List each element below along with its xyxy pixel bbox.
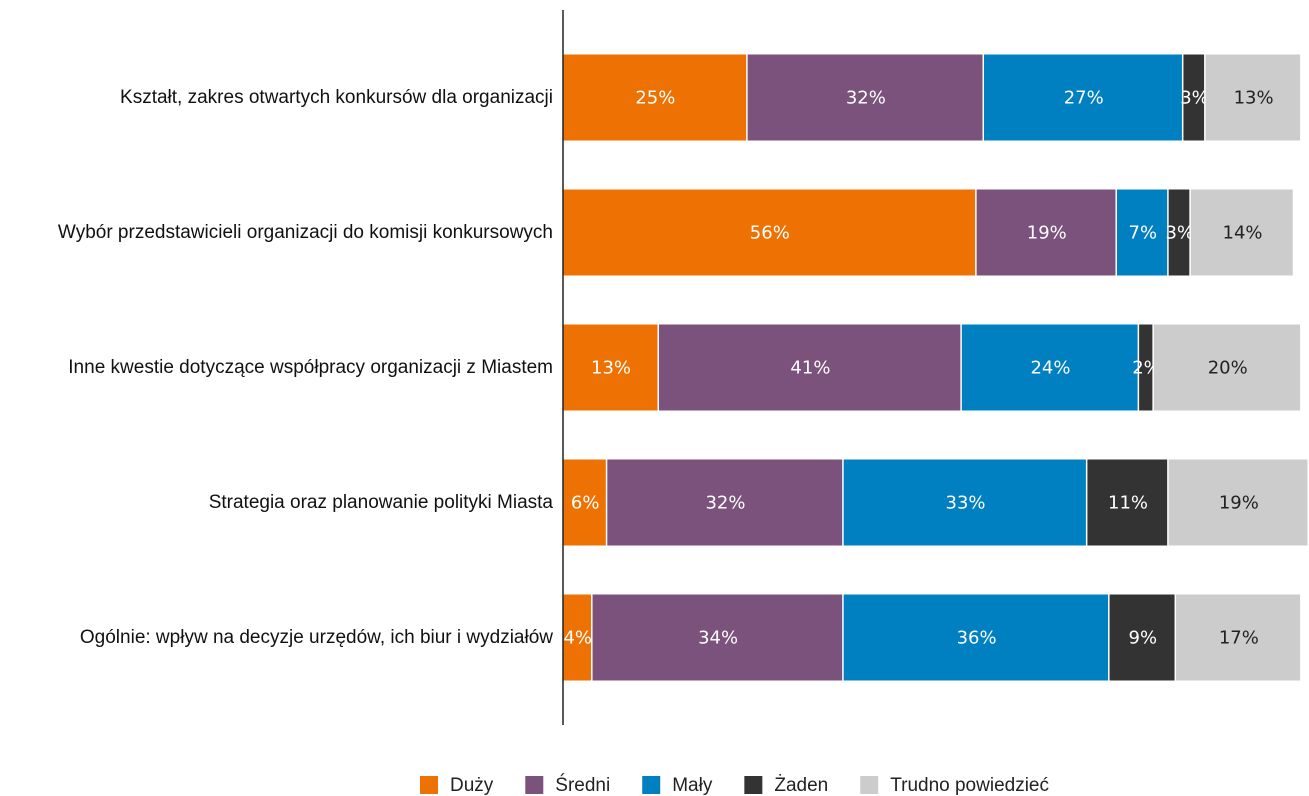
legend-label: Żaden	[774, 775, 828, 796]
bar-segment	[747, 54, 983, 141]
value-label: 7%	[1129, 223, 1158, 244]
bar-segment	[607, 459, 843, 546]
bar-segment	[1168, 459, 1308, 546]
value-label: 6%	[571, 493, 600, 514]
value-label: 9%	[1129, 628, 1158, 649]
bar-segment	[563, 324, 658, 411]
value-label: 36%	[957, 628, 997, 649]
bar-segment	[1153, 324, 1301, 411]
bar-segment	[563, 594, 592, 681]
legend-swatch	[860, 776, 879, 794]
bar-segment	[659, 324, 961, 411]
bar-segment	[1205, 54, 1301, 141]
value-label: 34%	[698, 628, 738, 649]
value-label: 56%	[750, 223, 790, 244]
legend-label: Mały	[672, 775, 713, 796]
bar-segment	[1109, 594, 1175, 681]
legend-label: Duży	[450, 775, 494, 796]
category-label: Ogólnie: wpływ na decyzje urzędów, ich b…	[79, 627, 553, 648]
value-label: 11%	[1108, 493, 1148, 514]
legend-label: Średni	[555, 774, 610, 796]
legend-swatch	[525, 776, 544, 794]
value-label: 4%	[563, 628, 592, 649]
legend-swatch	[744, 776, 763, 794]
bar-segment	[563, 189, 976, 276]
legend-label: Trudno powiedzieć	[890, 775, 1049, 796]
bar-segment	[843, 594, 1109, 681]
legend-swatch	[642, 776, 661, 794]
bar-segment	[961, 324, 1138, 411]
value-label: 32%	[846, 88, 886, 109]
bar-segment	[843, 459, 1086, 546]
value-label: 27%	[1064, 88, 1104, 109]
value-label: 32%	[705, 493, 745, 514]
value-label: 17%	[1219, 628, 1259, 649]
category-label: Kształt, zakres otwartych konkursów dla …	[120, 87, 553, 108]
bar-segment	[1116, 189, 1168, 276]
value-label: 33%	[946, 493, 986, 514]
category-label: Inne kwestie dotyczące współpracy organi…	[68, 357, 553, 378]
value-label: 41%	[790, 358, 830, 379]
value-label: 13%	[1234, 88, 1274, 109]
value-label: 3%	[1180, 88, 1209, 109]
bar-segment	[1176, 594, 1301, 681]
value-label: 3%	[1165, 223, 1194, 244]
value-label: 20%	[1208, 358, 1248, 379]
value-label: 13%	[591, 358, 631, 379]
bar-segment	[592, 594, 843, 681]
bar-segment	[1139, 324, 1153, 411]
bar-segment	[984, 54, 1182, 141]
value-label: 2%	[1132, 358, 1161, 379]
bar-segment	[1190, 189, 1293, 276]
value-label: 19%	[1027, 223, 1067, 244]
bar-segment	[1183, 54, 1205, 141]
category-label: Strategia oraz planowanie polityki Miast…	[208, 492, 553, 513]
value-label: 25%	[635, 88, 675, 109]
bar-segment	[976, 189, 1116, 276]
value-label: 19%	[1219, 493, 1259, 514]
legend-swatch	[420, 776, 438, 794]
bar-segment	[563, 54, 747, 141]
bar-segment	[1087, 459, 1168, 546]
value-label: 24%	[1030, 358, 1070, 379]
value-label: 14%	[1223, 223, 1263, 244]
bar-segment	[1168, 189, 1190, 276]
category-label: Wybór przedstawicieli organizacji do kom…	[57, 222, 553, 243]
bar-segment	[563, 459, 606, 546]
